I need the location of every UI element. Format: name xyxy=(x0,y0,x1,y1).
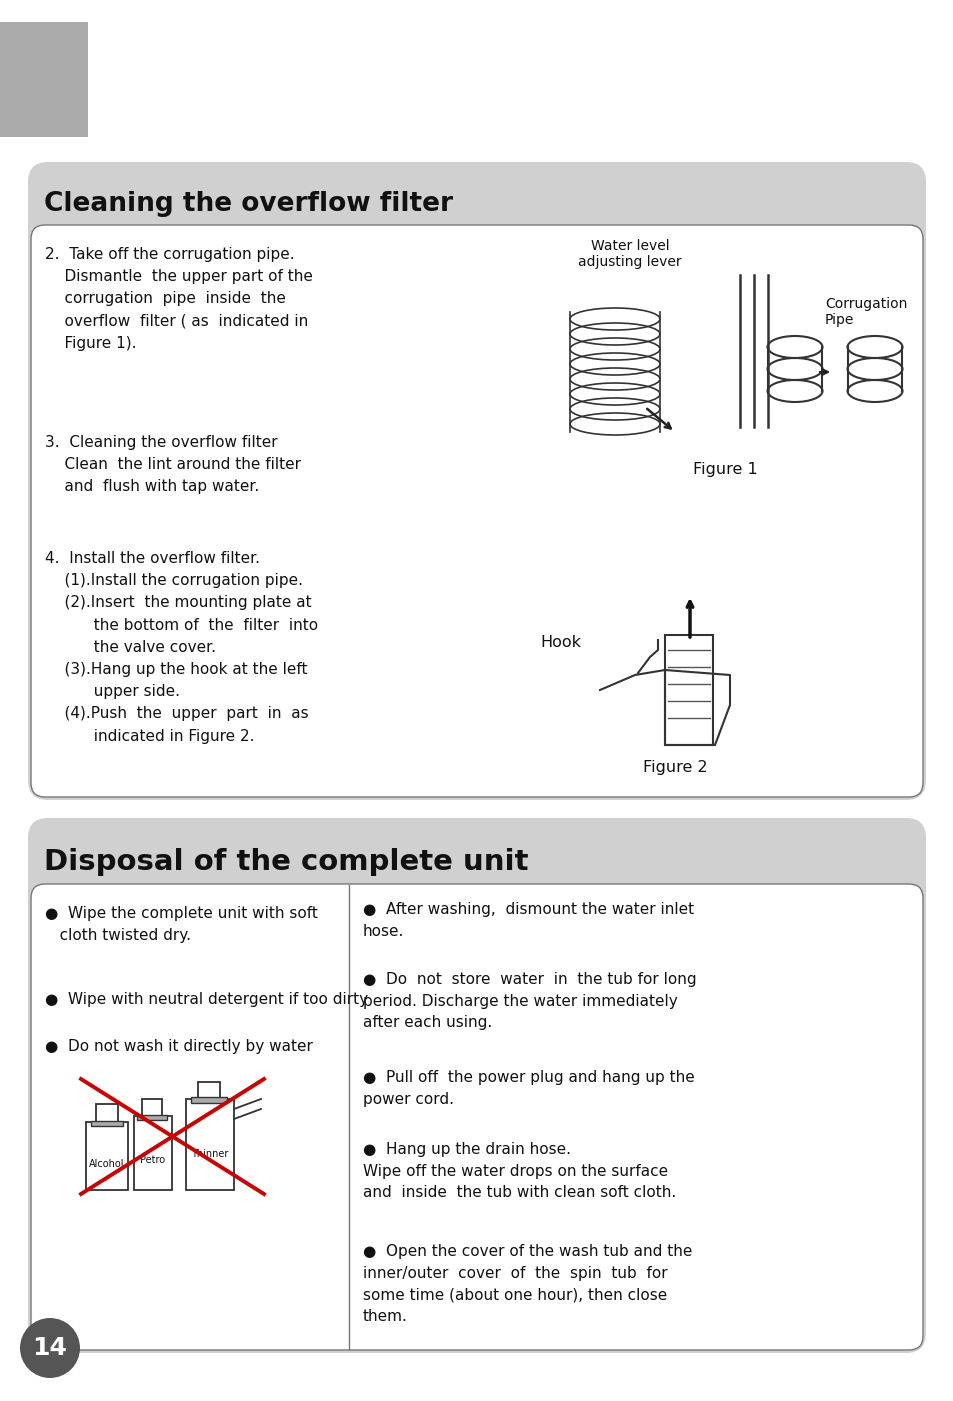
FancyBboxPatch shape xyxy=(28,163,925,800)
Text: ●  Do not wash it directly by water: ● Do not wash it directly by water xyxy=(45,1040,313,1054)
Text: ●  After washing,  dismount the water inlet
hose.: ● After washing, dismount the water inle… xyxy=(363,902,694,939)
Text: Figure 1: Figure 1 xyxy=(692,462,757,476)
Bar xyxy=(86,1122,128,1189)
Text: Water level
adjusting lever: Water level adjusting lever xyxy=(578,240,681,269)
Text: ●  Open the cover of the wash tub and the
inner/outer  cover  of  the  spin  tub: ● Open the cover of the wash tub and the… xyxy=(363,1244,692,1324)
Text: ●  Do  not  store  water  in  the tub for long
period. Discharge the water immed: ● Do not store water in the tub for long… xyxy=(363,972,696,1030)
Text: ●  Wipe with neutral detergent if too dirty: ● Wipe with neutral detergent if too dir… xyxy=(45,992,368,1007)
Text: 2.  Take off the corrugation pipe.
    Dismantle  the upper part of the
    corr: 2. Take off the corrugation pipe. Disman… xyxy=(45,247,313,350)
Text: Thinner: Thinner xyxy=(192,1149,229,1159)
Bar xyxy=(91,1121,123,1126)
Bar xyxy=(0,22,88,137)
Bar xyxy=(142,1098,162,1118)
Text: Petro: Petro xyxy=(140,1154,166,1166)
Text: Corrugation
Pipe: Corrugation Pipe xyxy=(824,297,906,328)
Text: Figure 2: Figure 2 xyxy=(642,759,706,775)
Bar xyxy=(133,1117,172,1189)
Text: Cleaning the overflow filter: Cleaning the overflow filter xyxy=(44,191,453,217)
Bar xyxy=(137,1115,167,1119)
Text: Disposal of the complete unit: Disposal of the complete unit xyxy=(44,848,528,876)
Text: Hook: Hook xyxy=(539,635,580,650)
Text: 14: 14 xyxy=(32,1337,68,1360)
Text: ●  Hang up the drain hose.
Wipe off the water drops on the surface
and  inside  : ● Hang up the drain hose. Wipe off the w… xyxy=(363,1142,676,1201)
Bar xyxy=(198,1082,220,1101)
Text: Alcohol: Alcohol xyxy=(90,1159,125,1168)
Text: 4.  Install the overflow filter.
    (1).Install the corrugation pipe.
    (2).I: 4. Install the overflow filter. (1).Inst… xyxy=(45,551,317,744)
FancyBboxPatch shape xyxy=(30,884,923,1351)
Text: 3.  Cleaning the overflow filter
    Clean  the lint around the filter
    and  : 3. Cleaning the overflow filter Clean th… xyxy=(45,434,301,495)
Text: ●  Pull off  the power plug and hang up the
power cord.: ● Pull off the power plug and hang up th… xyxy=(363,1070,694,1107)
Circle shape xyxy=(20,1318,80,1379)
FancyBboxPatch shape xyxy=(30,226,923,797)
Bar xyxy=(186,1098,233,1189)
Bar xyxy=(96,1104,118,1124)
FancyBboxPatch shape xyxy=(28,818,925,1353)
Text: ●  Wipe the complete unit with soft
   cloth twisted dry.: ● Wipe the complete unit with soft cloth… xyxy=(45,906,317,943)
Bar xyxy=(191,1097,227,1103)
Bar xyxy=(664,635,712,745)
